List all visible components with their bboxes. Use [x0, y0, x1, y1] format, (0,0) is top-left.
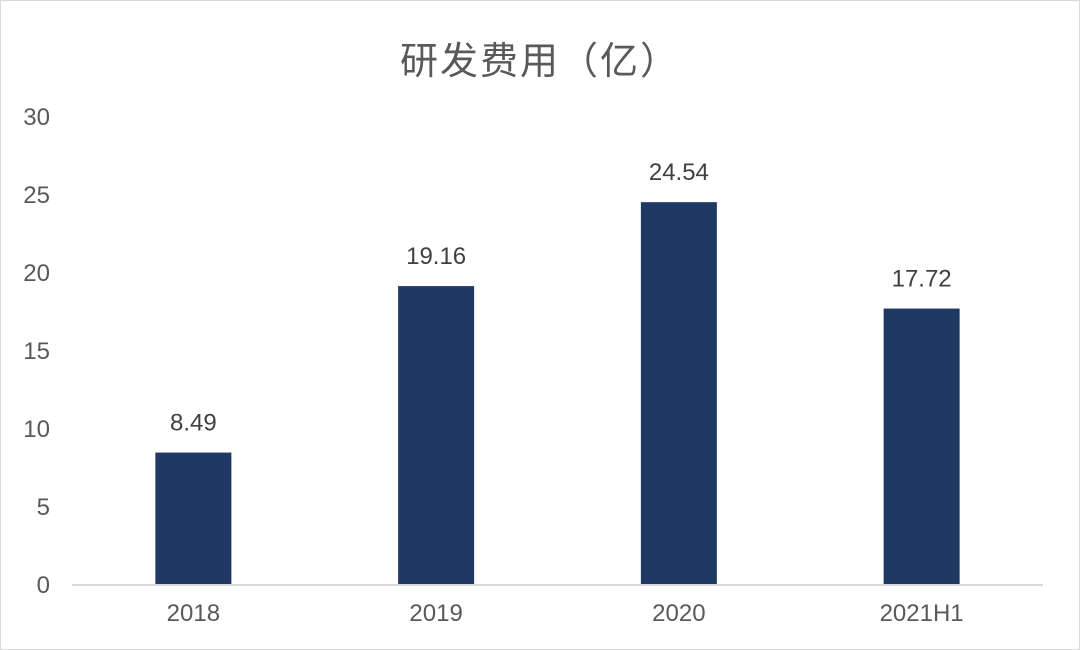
x-tick-label: 2019 [409, 600, 462, 627]
y-tick-label: 5 [37, 494, 50, 521]
y-tick-label: 15 [23, 338, 50, 365]
data-label-2018: 8.49 [170, 410, 217, 437]
bar-2020 [640, 202, 717, 585]
y-tick-label: 30 [23, 104, 50, 131]
x-tick-label: 2021H1 [880, 600, 964, 627]
bars [155, 202, 960, 585]
y-tick-label: 20 [23, 260, 50, 287]
bar-2019 [398, 286, 475, 585]
data-label-2019: 19.16 [406, 243, 466, 270]
y-tick-label: 10 [23, 416, 50, 443]
y-tick-label: 25 [23, 182, 50, 209]
y-axis-ticks: 0 5 10 15 20 25 30 [23, 104, 50, 599]
chart-title: 研发费用（亿） [399, 39, 680, 83]
bar-2018 [155, 452, 232, 585]
data-label-2021H1: 17.72 [892, 266, 952, 293]
data-label-2020: 24.54 [649, 159, 709, 186]
data-labels: 8.49 19.16 24.54 17.72 [170, 159, 952, 436]
x-axis-ticks: 2018 2019 2020 2021H1 [167, 600, 964, 627]
y-tick-label: 0 [37, 572, 50, 599]
x-tick-label: 2018 [167, 600, 220, 627]
x-tick-label: 2020 [652, 600, 705, 627]
bar-2021H1 [883, 308, 960, 585]
